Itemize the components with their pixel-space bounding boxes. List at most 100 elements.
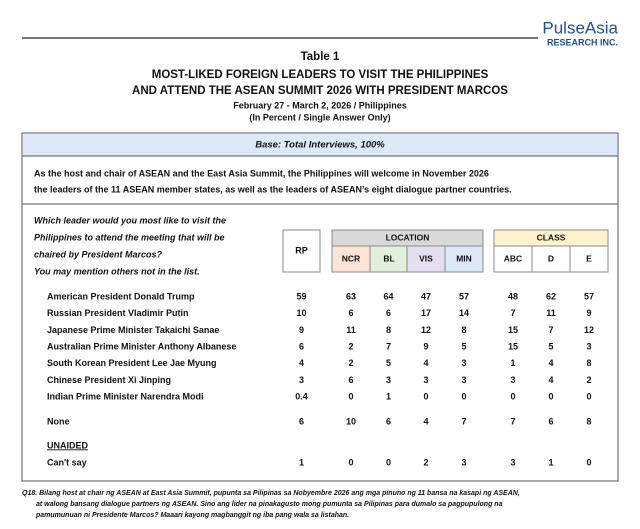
cell: 4 <box>548 375 553 385</box>
cell: 2 <box>348 358 353 368</box>
table-frame <box>21 132 619 482</box>
cell: 47 <box>421 291 431 301</box>
intro: As the host and chair of ASEAN and the E… <box>34 168 489 178</box>
column-cell <box>444 245 484 273</box>
row-label: Japanese Prime Minister Takaichi Sanae <box>47 325 219 335</box>
row-label: Russian President Vladimir Putin <box>47 308 189 318</box>
cell: 3 <box>461 457 466 467</box>
cell: 0 <box>586 457 591 467</box>
date: February 27 - March 2, 2026 / Philippine… <box>233 100 407 110</box>
intro: the leaders of the 11 ASEAN member state… <box>34 184 512 194</box>
cell: 6 <box>348 375 353 385</box>
row-label: American President Donald Trump <box>47 291 195 301</box>
group-header: CLASS <box>537 232 566 242</box>
column-header: VIS <box>419 253 433 263</box>
cell: 0.4 <box>295 392 308 402</box>
column-cell <box>493 245 533 273</box>
cell: 15 <box>508 341 518 351</box>
cell: 0 <box>548 392 553 402</box>
cell: 3 <box>423 375 428 385</box>
row-label: Chinese President Xi Jinping <box>47 375 171 385</box>
cell: 1 <box>386 392 391 402</box>
base-bar <box>23 134 617 156</box>
cell: 59 <box>296 291 306 301</box>
column-cell <box>331 245 371 273</box>
cell: 7 <box>386 341 391 351</box>
subtitle: (In Percent / Single Answer Only) <box>249 112 390 122</box>
cell: 3 <box>299 375 304 385</box>
cell: 8 <box>461 325 466 335</box>
question: chaired by President Marcos? <box>34 249 163 259</box>
row-label: Australian Prime Minister Anthony Albane… <box>47 341 236 351</box>
cell: 8 <box>586 416 591 426</box>
cell: 6 <box>299 416 304 426</box>
cell: 3 <box>461 375 466 385</box>
column-header: ABC <box>504 253 522 263</box>
cell: 4 <box>299 358 304 368</box>
rp-header <box>282 229 321 273</box>
title-line: AND ATTEND THE ASEAN SUMMIT 2026 WITH PR… <box>132 85 508 97</box>
cell: 64 <box>383 291 393 301</box>
column-header: MIN <box>456 253 472 263</box>
column-cell <box>369 245 408 273</box>
cell: 7 <box>548 325 553 335</box>
column-header: D <box>548 253 554 263</box>
cell: 11 <box>346 325 356 335</box>
cell: 1 <box>548 457 553 467</box>
group-header: LOCATION <box>386 232 430 242</box>
cell: 8 <box>586 358 591 368</box>
cell: 1 <box>510 358 515 368</box>
cell: 6 <box>348 308 353 318</box>
cell: 3 <box>461 358 466 368</box>
cell: 12 <box>421 325 431 335</box>
cell: 9 <box>299 325 304 335</box>
row-label: None <box>47 416 70 426</box>
cell: 5 <box>548 341 553 351</box>
footnote: Q18. Bilang host at chair ng ASEAN at Ea… <box>22 490 520 497</box>
cell: 0 <box>461 392 466 402</box>
logo-sub: RESEARCH INC. <box>547 37 618 47</box>
cell: 3 <box>510 457 515 467</box>
cell: 2 <box>423 457 428 467</box>
cell: 0 <box>510 392 515 402</box>
row-label: South Korean President Lee Jae Myung <box>47 358 217 368</box>
question: Which leader would you most like to visi… <box>34 215 226 225</box>
cell: 5 <box>461 341 466 351</box>
cell: 57 <box>584 291 594 301</box>
cell: 5 <box>386 358 391 368</box>
cell: 4 <box>548 358 553 368</box>
row-label: Can't say <box>47 457 87 467</box>
cell: 2 <box>586 375 591 385</box>
cell: 2 <box>348 341 353 351</box>
footnote: pamumunuan ni Presidente Marcos? Maaari … <box>35 512 349 519</box>
question: You may mention others not in the list. <box>34 266 200 276</box>
cell: 0 <box>386 457 391 467</box>
column-header: NCR <box>342 253 360 263</box>
cell: 6 <box>299 341 304 351</box>
cell: 14 <box>459 308 469 318</box>
cell: 9 <box>586 308 591 318</box>
cell: 10 <box>346 416 356 426</box>
cell: 6 <box>548 416 553 426</box>
cell: 11 <box>546 308 556 318</box>
cell: 0 <box>348 392 353 402</box>
cell: 62 <box>546 291 556 301</box>
cell: 12 <box>584 325 594 335</box>
cell: 0 <box>586 392 591 402</box>
title-line: MOST-LIKED FOREIGN LEADERS TO VISIT THE … <box>152 69 489 81</box>
cell: 1 <box>299 457 304 467</box>
cell: 3 <box>510 375 515 385</box>
cell: 8 <box>386 325 391 335</box>
cell: 10 <box>296 308 306 318</box>
table-no: Table 1 <box>301 51 340 63</box>
logo-name: PulseAsia <box>542 18 618 37</box>
cell: 7 <box>510 416 515 426</box>
footnote: at walong bansang dialogue partners ng A… <box>36 501 503 508</box>
base: Base: Total Interviews, 100% <box>255 140 385 151</box>
column-header: E <box>586 253 592 263</box>
cell: 63 <box>346 291 356 301</box>
cell: 48 <box>508 291 518 301</box>
cell: 6 <box>386 308 391 318</box>
section-heading: UNAIDED <box>47 440 89 450</box>
